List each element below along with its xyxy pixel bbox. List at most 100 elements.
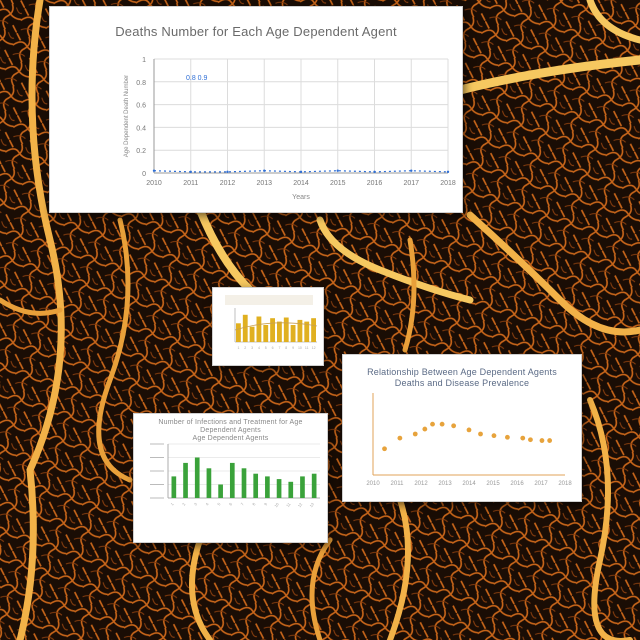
- bar: [171, 476, 177, 498]
- x-tick-label: 1: [237, 346, 239, 350]
- bar: [276, 479, 282, 498]
- x-tick-label: 4: [258, 346, 260, 350]
- bar: [218, 484, 223, 498]
- y-tick-label: 0.6: [136, 103, 146, 110]
- y-tick-label: 0.2: [136, 148, 146, 155]
- x-tick-label: 13: [308, 501, 315, 508]
- x-axis-label: Years: [292, 194, 310, 201]
- x-tick-label: 2013: [438, 481, 452, 487]
- scatter-point: [539, 438, 545, 443]
- bar: [300, 476, 305, 498]
- bar: [183, 462, 188, 498]
- x-tick-label: 8: [251, 501, 257, 506]
- bar: [242, 314, 248, 342]
- x-tick-label: 2: [244, 346, 246, 350]
- x-tick-label: 11: [305, 346, 309, 350]
- bar: [304, 321, 310, 342]
- x-tick-label: 2010: [366, 481, 380, 487]
- scatter-point: [451, 423, 457, 429]
- x-tick-label: 2010: [146, 180, 162, 187]
- series-point: [446, 170, 450, 174]
- scatter-point: [528, 437, 533, 443]
- chart-card-small-bars: 1 2 3 4 5 6 7 8 9 10 11 12: [212, 287, 324, 366]
- x-tick-label: 2011: [391, 481, 405, 487]
- x-tick-label: 4: [204, 501, 210, 506]
- chart-card-deaths-number: Deaths Number for Each Age Dependent Age…: [49, 6, 463, 213]
- chart-subtitle: Age Dependent Agents: [192, 435, 269, 442]
- bar: [290, 325, 296, 342]
- bar: [297, 319, 303, 342]
- y-tick-label: 0.8: [136, 80, 146, 87]
- chart-card-infections: Number of Infections and Treatment for A…: [133, 413, 328, 543]
- bar-chart-small: 1 2 3 4 5 6 7 8 9 10 11 12: [225, 295, 318, 350]
- bar: [288, 481, 294, 498]
- series-point: [336, 169, 339, 172]
- x-tick-label: 11: [285, 501, 292, 508]
- x-tick-label: 12: [297, 501, 304, 508]
- x-tick-label: 6: [228, 501, 234, 506]
- scatter-point: [505, 434, 510, 440]
- x-tick-label: 2018: [558, 481, 572, 487]
- bar: [311, 473, 317, 498]
- bar: [206, 468, 212, 498]
- bar: [283, 317, 289, 342]
- x-tick-label: 2017: [534, 481, 548, 487]
- series-point: [189, 170, 192, 174]
- x-tick-label: 7: [239, 501, 245, 506]
- bar: [265, 476, 270, 498]
- chart-title: Number of Infections and Treatment for A…: [134, 419, 327, 443]
- x-tick-label: 5: [265, 346, 267, 350]
- x-tick-label: 10: [298, 346, 302, 350]
- chart-card-scatter: Relationship Between Age Dependent Agent…: [342, 354, 582, 502]
- scatter-point: [430, 421, 435, 427]
- scatter-point: [520, 435, 526, 441]
- trend-line: [234, 322, 318, 331]
- x-tick-label: 2016: [510, 481, 524, 487]
- scatter-point: [422, 426, 428, 432]
- chart-title-main: Number of Infections and Treatment for A…: [158, 419, 303, 434]
- y-tick-label: 0.4: [136, 125, 146, 132]
- x-tick-label: 2011: [183, 180, 198, 187]
- x-tick-label: 3: [193, 501, 199, 506]
- series-point: [410, 169, 413, 172]
- series-point: [226, 170, 229, 174]
- scatter-point: [397, 435, 403, 441]
- x-tick-label: 7: [278, 346, 280, 350]
- x-tick-label: 2014: [293, 180, 309, 187]
- x-tick-label: 1: [169, 501, 175, 506]
- x-tick-label: 9: [292, 346, 294, 350]
- scatter-point: [547, 438, 553, 443]
- y-axis-label: Age Dependent Death Number: [124, 75, 130, 157]
- chart-title: Deaths Number for Each Age Dependent Age…: [115, 24, 397, 39]
- bar: [277, 321, 282, 342]
- chart-title: Relationship Between Age Dependent Agent…: [367, 367, 557, 388]
- bar: [241, 468, 247, 498]
- bar: [270, 318, 275, 342]
- x-tick-label: 8: [285, 346, 287, 350]
- y-tick-label: 1: [142, 57, 146, 64]
- x-tick-label: 2014: [462, 481, 476, 487]
- series-point: [263, 169, 266, 172]
- x-tick-label: 2015: [330, 180, 346, 187]
- x-tick-label: 2012: [220, 180, 236, 187]
- scatter-point: [412, 431, 418, 437]
- scatter-point: [478, 431, 483, 437]
- bar: [253, 473, 259, 498]
- x-tick-label: 2012: [414, 481, 428, 487]
- scatter-point: [439, 421, 445, 427]
- bar: [263, 325, 269, 342]
- x-tick-label: 2017: [403, 180, 419, 187]
- bar: [249, 326, 255, 342]
- series-point: [299, 170, 303, 174]
- bar: [194, 457, 200, 498]
- scatter-point: [466, 427, 472, 433]
- series-point: [373, 170, 376, 174]
- y-tick-label: 0: [142, 171, 146, 178]
- x-tick-label: 10: [273, 501, 280, 508]
- series-point: [152, 169, 156, 172]
- x-tick-label: 6: [272, 346, 274, 350]
- bar: [256, 316, 262, 342]
- x-tick-label: 2018: [440, 180, 456, 187]
- bar-chart-green: 1 2 3 4 5 6 7 8 9 10 11 12 13: [150, 443, 320, 508]
